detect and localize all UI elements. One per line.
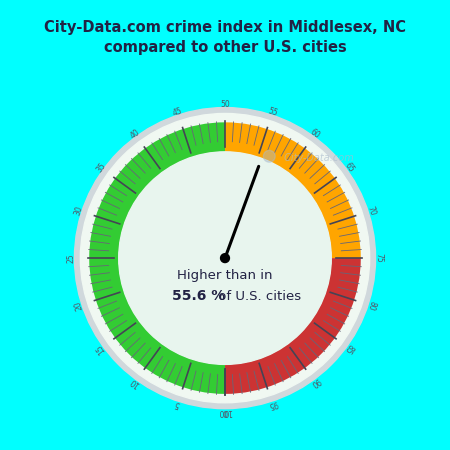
Text: 65: 65	[343, 161, 356, 175]
Text: 50: 50	[220, 100, 230, 109]
Circle shape	[119, 152, 331, 364]
Text: 55.6 %: 55.6 %	[172, 289, 225, 303]
Wedge shape	[225, 122, 361, 258]
Text: 75: 75	[374, 253, 383, 263]
Text: 35: 35	[94, 161, 107, 175]
Text: 80: 80	[365, 300, 377, 311]
Text: 70: 70	[365, 205, 377, 217]
Text: of U.S. cities: of U.S. cities	[214, 290, 301, 303]
Text: 10: 10	[128, 376, 141, 389]
Text: City-Data.com crime index in Middlesex, NC
compared to other U.S. cities: City-Data.com crime index in Middlesex, …	[44, 20, 406, 55]
Circle shape	[263, 150, 275, 162]
Wedge shape	[89, 122, 225, 394]
Circle shape	[220, 254, 230, 262]
Text: Higher than in: Higher than in	[177, 270, 273, 282]
Text: 85: 85	[343, 342, 356, 355]
Text: 100: 100	[218, 407, 232, 416]
Text: City-Data.com: City-Data.com	[281, 153, 354, 163]
Text: 5: 5	[174, 399, 181, 409]
Text: 45: 45	[171, 106, 184, 118]
Text: 90: 90	[309, 376, 322, 389]
Text: 30: 30	[73, 205, 85, 217]
Text: 60: 60	[309, 127, 322, 140]
Text: 55: 55	[266, 106, 279, 118]
Text: 25: 25	[67, 253, 76, 263]
Text: 15: 15	[94, 342, 107, 355]
Wedge shape	[225, 258, 361, 394]
Circle shape	[81, 113, 369, 403]
Text: 95: 95	[266, 398, 279, 410]
Circle shape	[74, 108, 376, 409]
Text: 40: 40	[128, 127, 141, 140]
Text: 0: 0	[223, 407, 227, 416]
Text: 20: 20	[73, 300, 85, 311]
